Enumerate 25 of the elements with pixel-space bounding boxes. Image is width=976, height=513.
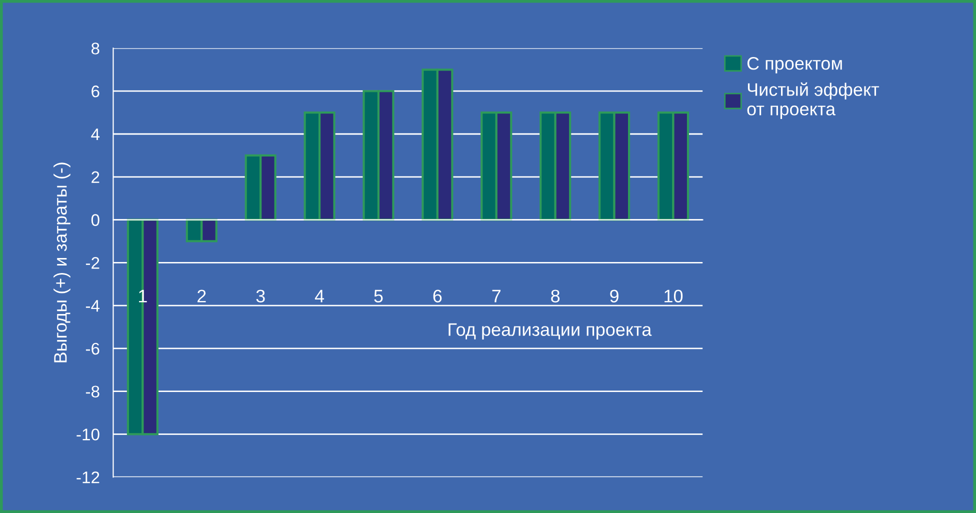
x-axis-title: Год реализации проекта	[448, 323, 652, 340]
x-tick-label: 1	[139, 290, 147, 302]
x-tick-label: 9	[610, 290, 618, 302]
y-tick-label: 6	[92, 86, 100, 98]
x-tick-label: 6	[433, 290, 442, 302]
legend-label: С проектом	[747, 57, 842, 74]
y-tick-label: -6	[86, 342, 100, 355]
y-tick-label: 4	[91, 128, 100, 140]
y-axis-title: Выгоды (+) и затраты (-)	[54, 162, 70, 362]
y-tick-label: -8	[86, 386, 100, 398]
x-tick-label: 2	[198, 290, 206, 302]
x-tick-label: 5	[374, 290, 383, 302]
y-tick-label: -12	[76, 471, 100, 484]
y-tick-label: 0	[91, 214, 100, 226]
x-tick-label: 8	[551, 290, 560, 302]
x-tick-label: 10	[664, 290, 683, 302]
y-tick-label: -2	[86, 257, 100, 269]
x-tick-label: 3	[256, 290, 265, 302]
y-tick-label: -10	[76, 428, 100, 440]
legend-label: Чистый эффект от проекта	[747, 82, 880, 119]
y-tick-label: -4	[86, 300, 100, 312]
x-tick-label: 7	[492, 290, 501, 302]
x-tick-label: 4	[314, 290, 324, 302]
y-tick-label: 2	[92, 171, 100, 183]
y-tick-label: 8	[91, 42, 100, 54]
